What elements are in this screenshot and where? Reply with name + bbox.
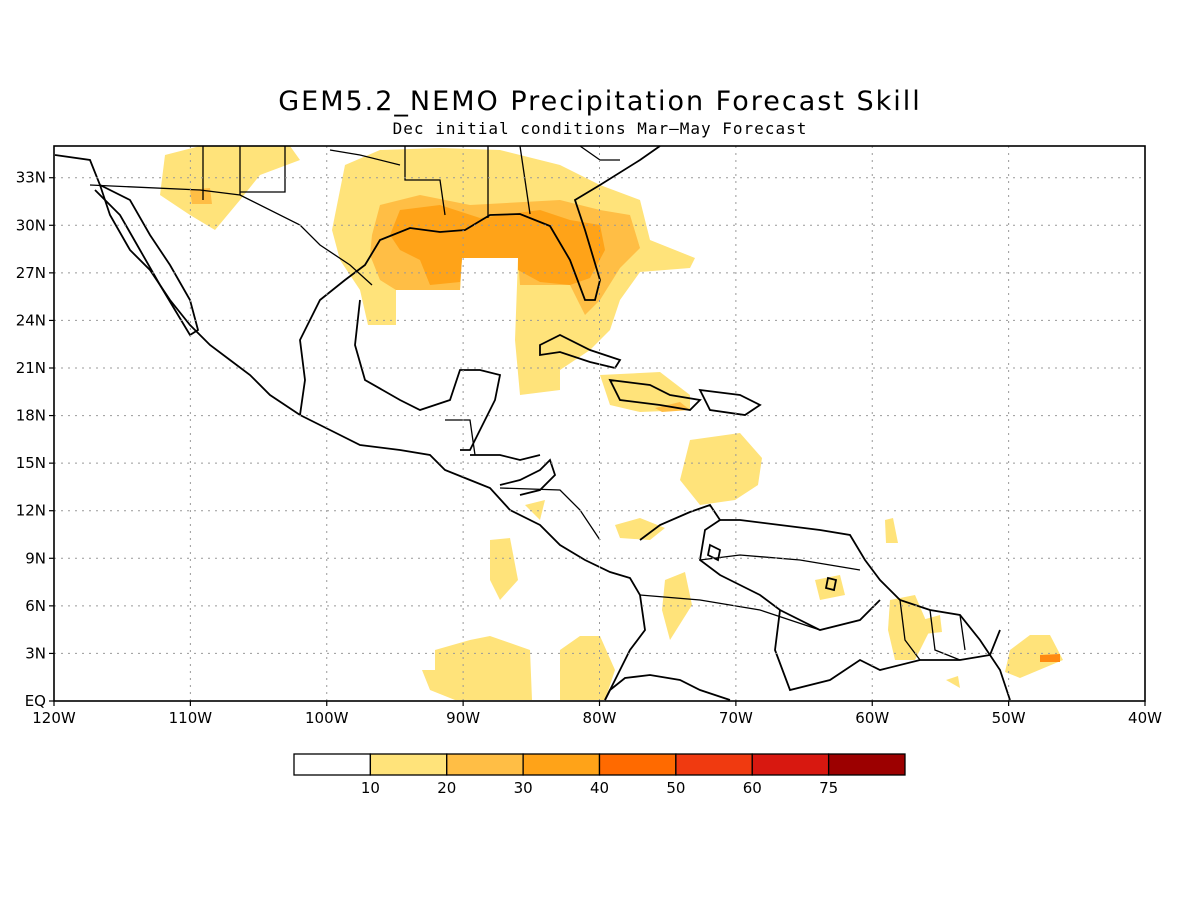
colorbar-label: 50 <box>666 779 685 797</box>
colorbar-label: 30 <box>514 779 533 797</box>
colorbar-label: 20 <box>437 779 456 797</box>
colorbar-label: 75 <box>819 779 838 797</box>
lon-tick-label: 40W <box>1128 709 1162 727</box>
colorbar-swatch <box>369 753 448 776</box>
lon-tick-label: 60W <box>855 709 889 727</box>
lat-tick-label: 24N <box>16 311 46 329</box>
lat-tick-label: 33N <box>16 169 46 187</box>
colorbar-swatch <box>827 753 906 776</box>
lat-tick-label: 6N <box>25 597 46 615</box>
colorbar <box>293 753 906 776</box>
lat-tick-label: EQ <box>25 692 46 710</box>
lon-tick-label: 100W <box>305 709 349 727</box>
lat-tick-label: 9N <box>25 549 46 567</box>
colorbar-label: 60 <box>743 779 762 797</box>
lat-tick-labels: 33N 30N 27N 24N 21N 18N 15N 12N 9N 6N 3N EQ <box>16 169 46 710</box>
colorbar-label: 10 <box>361 779 380 797</box>
lat-tick-label: 21N <box>16 359 46 377</box>
lon-tick-label: 80W <box>583 709 617 727</box>
lon-tick-marks <box>53 701 1146 706</box>
lon-tick-label: 70W <box>719 709 753 727</box>
lat-tick-label: 3N <box>25 644 46 662</box>
lat-tick-label: 30N <box>16 216 46 234</box>
lon-tick-label: 90W <box>446 709 480 727</box>
lat-tick-label: 18N <box>16 407 46 425</box>
colorbar-swatch <box>675 753 753 776</box>
lon-tick-label: 50W <box>992 709 1026 727</box>
lat-tick-label: 15N <box>16 454 46 472</box>
colorbar-swatch <box>446 753 524 776</box>
coastlines <box>54 145 1011 701</box>
map-subtitle: Dec initial conditions Mar–May Forecast <box>392 119 808 138</box>
lon-tick-label: 120W <box>32 709 76 727</box>
lon-tick-label: 110W <box>169 709 213 727</box>
colorbar-swatch <box>293 753 372 776</box>
grid-lines <box>54 146 1145 701</box>
lat-tick-marks <box>49 177 54 702</box>
colorbar-labels: 10 20 30 40 50 60 75 <box>361 779 838 797</box>
lon-tick-labels: 120W 110W 100W 90W 80W 70W 60W 50W 40W <box>32 709 1162 727</box>
colorbar-swatch <box>598 753 677 776</box>
skill-shading <box>160 146 1063 700</box>
lat-tick-label: 27N <box>16 264 46 282</box>
lat-tick-label: 12N <box>16 502 46 520</box>
colorbar-swatch <box>522 753 601 776</box>
colorbar-swatch <box>751 753 830 776</box>
map-title: GEM5.2_NEMO Precipitation Forecast Skill <box>278 86 922 117</box>
colorbar-label: 40 <box>590 779 609 797</box>
